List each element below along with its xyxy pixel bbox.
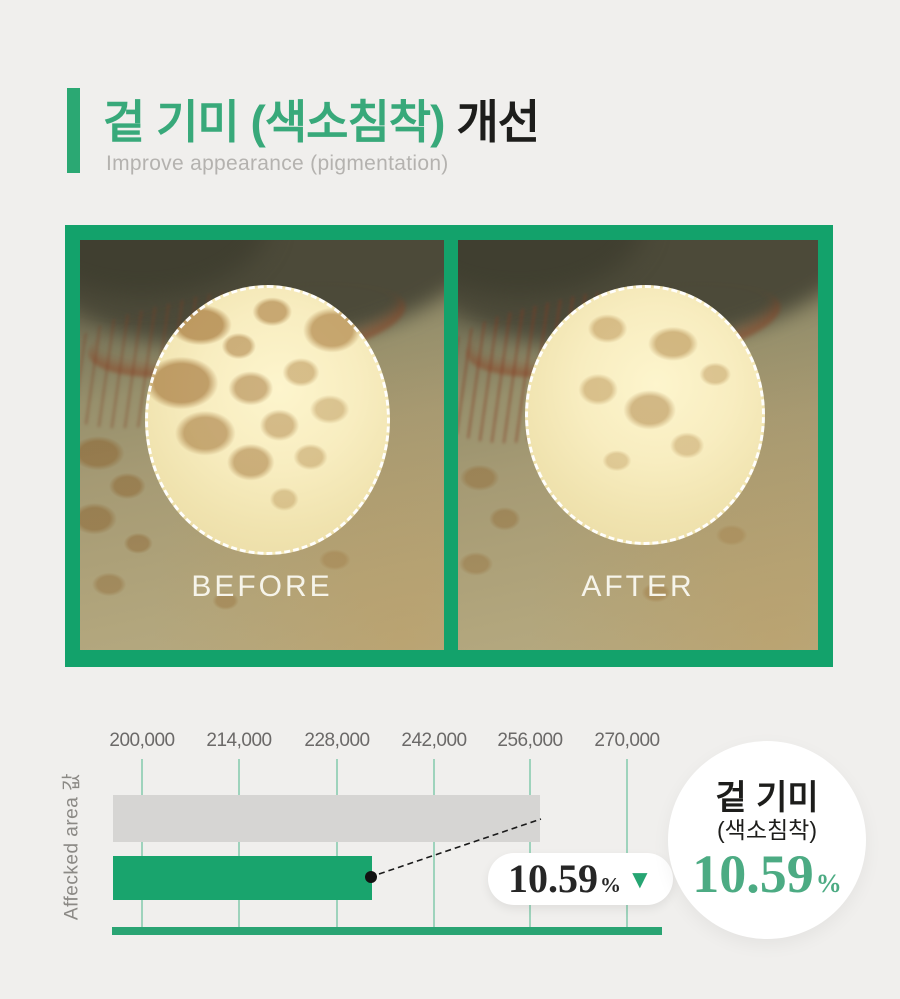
gridline: [433, 759, 435, 927]
gridline: [141, 759, 143, 927]
title-accent-bar: [67, 88, 80, 173]
badge-value: 10.59: [692, 843, 814, 904]
comparison-frame: BEFORE AFTER: [65, 225, 833, 667]
x-axis-line: [112, 927, 662, 935]
badge-title: 겉 기미: [715, 778, 819, 817]
badge-value-row: 10.59 %: [692, 843, 842, 904]
down-triangle-icon: ▼: [627, 864, 653, 894]
x-tick-label: 270,000: [594, 730, 660, 751]
x-tick-label: 242,000: [401, 730, 467, 751]
before-label: BEFORE: [191, 570, 333, 603]
x-tick-label: 200,000: [109, 730, 175, 751]
x-tick-label: 256,000: [497, 730, 563, 751]
page-subtitle: Improve appearance (pigmentation): [106, 152, 449, 175]
gridline: [626, 759, 628, 927]
page-title: 겉 기미 (색소침착) 개선: [103, 86, 540, 152]
badge-subtitle: (색소침착): [717, 817, 817, 844]
gridline: [238, 759, 240, 927]
result-badge: 겉 기미 (색소침착) 10.59 %: [668, 741, 866, 939]
before-photo: BEFORE: [80, 240, 444, 650]
after-photo: AFTER: [458, 240, 818, 650]
after-label: AFTER: [581, 570, 695, 603]
bar-before: [113, 795, 540, 842]
highlight-dashed-circle: [145, 285, 390, 555]
page-title-highlight: 겉 기미 (색소침착): [103, 96, 445, 148]
x-tick-label: 214,000: [206, 730, 272, 751]
badge-value-unit: %: [815, 869, 842, 899]
decrease-unit: %: [600, 873, 621, 897]
decrease-percentage-pill: 10.59 % ▼: [488, 853, 673, 905]
chart-y-axis-label: Affecked area 값: [61, 772, 83, 921]
bar-after: [113, 856, 372, 900]
page-title-rest: 개선: [456, 96, 540, 148]
highlight-dashed-circle: [525, 285, 765, 545]
gridline: [336, 759, 338, 927]
x-tick-label: 228,000: [304, 730, 370, 751]
decrease-value: 10.59: [508, 856, 598, 901]
